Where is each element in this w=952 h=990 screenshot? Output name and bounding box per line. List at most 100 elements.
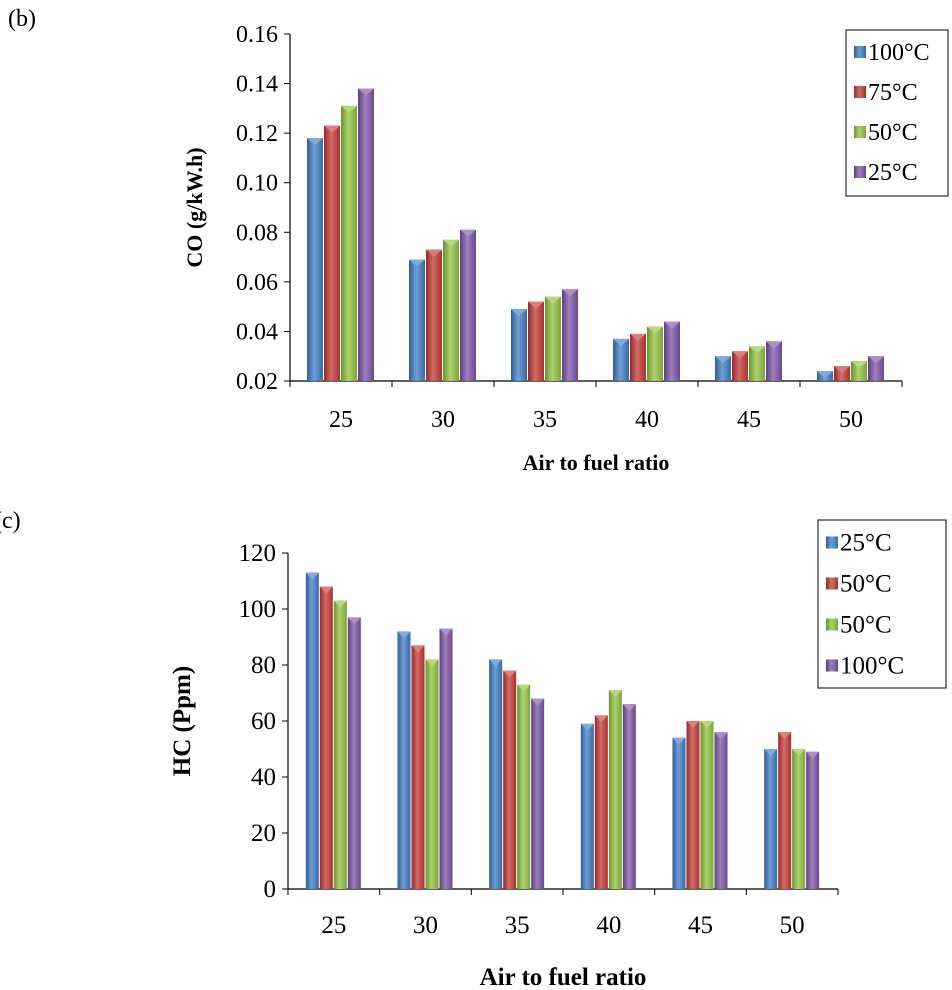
bar-cap [806, 751, 820, 759]
bar-cap [411, 645, 425, 653]
bar [764, 749, 778, 889]
y-tick-label: 0.08 [236, 220, 278, 246]
legend-swatch [854, 166, 866, 178]
bar [749, 346, 765, 381]
bar [778, 732, 792, 889]
legend-swatch [826, 618, 838, 631]
y-tick-label: 40 [251, 764, 276, 791]
x-tick-label: 45 [737, 407, 761, 433]
bar-cap [714, 732, 728, 740]
bar-cap [511, 309, 527, 317]
bar-cap [622, 704, 636, 712]
bar-cap [766, 341, 782, 349]
bar [411, 645, 425, 889]
x-tick-label: 40 [596, 912, 621, 939]
bar [622, 704, 636, 889]
bar-cap [778, 732, 792, 740]
bar-cap [715, 356, 731, 364]
bar [664, 321, 680, 381]
bar [443, 239, 459, 381]
x-axis-label: Air to fuel ratio [523, 450, 670, 475]
y-tick-label: 0.10 [236, 171, 278, 197]
bar-cap [409, 259, 425, 267]
bar-cap [868, 356, 884, 364]
bar-cap [700, 721, 714, 728]
bar [460, 229, 476, 381]
y-tick-label: 20 [251, 820, 276, 847]
bar [732, 351, 748, 381]
bar [347, 617, 361, 889]
bar [608, 690, 622, 889]
x-tick-label: 35 [533, 407, 557, 433]
y-tick-label: 0.12 [236, 121, 278, 147]
bar [307, 138, 323, 381]
bar-cap [347, 617, 361, 625]
bar [868, 356, 884, 381]
bar [562, 289, 578, 381]
bar [714, 732, 728, 889]
x-tick-label: 25 [329, 407, 353, 433]
legend-entry: 50°C [868, 120, 918, 146]
bar [425, 659, 439, 889]
bar [766, 341, 782, 381]
y-tick-label: 0.14 [236, 72, 278, 98]
bar-cap [460, 229, 476, 237]
bar-cap [531, 698, 545, 706]
bar [511, 309, 527, 381]
panel-label-b: (b) [8, 6, 36, 32]
legend-swatch [854, 126, 866, 138]
bar-cap [425, 659, 439, 667]
bar-cap [443, 239, 459, 247]
x-tick-label: 30 [431, 407, 455, 433]
y-tick-label: 120 [239, 540, 277, 567]
bar [305, 572, 319, 889]
bar [613, 338, 629, 381]
bar [324, 125, 340, 381]
bar [700, 721, 714, 889]
bar-cap [528, 301, 544, 309]
bar [594, 715, 608, 889]
y-axis-label: CO (g/kW.h) [182, 147, 207, 267]
y-tick-label: 0.16 [236, 22, 278, 48]
bar-cap [580, 723, 594, 731]
legend-swatch [826, 659, 838, 672]
y-tick-label: 80 [251, 652, 276, 679]
bar-cap [426, 249, 442, 257]
legend-swatch [854, 46, 866, 58]
bar-cap [358, 88, 374, 96]
bar-cap [817, 371, 833, 379]
bar [503, 670, 517, 889]
bar [319, 586, 333, 889]
bar-cap [749, 346, 765, 354]
x-tick-label: 45 [688, 912, 713, 939]
bar [672, 737, 686, 889]
bar [333, 600, 347, 889]
legend-entry: 75°C [868, 80, 918, 106]
bar-cap [647, 326, 663, 334]
x-tick-label: 30 [413, 912, 438, 939]
bar-cap [764, 749, 778, 756]
y-tick-label: 0 [264, 876, 277, 903]
bar [439, 628, 453, 889]
bar [397, 631, 411, 889]
bar [580, 723, 594, 889]
bar-cap [324, 125, 340, 133]
bar-cap [608, 690, 622, 698]
y-tick-label: 100 [239, 596, 277, 623]
bar-cap [630, 333, 646, 341]
legend-entry: 100°C [868, 40, 930, 66]
bar-cap [664, 321, 680, 329]
bar-cap [307, 138, 323, 146]
bar-cap [686, 721, 700, 728]
bar [358, 88, 374, 382]
co-bar-chart: 0.02 0.04 0.06 0.08 0.10 0.12 0.14 0.16 25 30 35 40… [182, 22, 949, 475]
bar-cap [305, 572, 319, 580]
x-tick-label: 40 [635, 407, 659, 433]
bar-cap [545, 296, 561, 304]
y-axis-label: HC (Ppm) [169, 666, 196, 776]
legend-entry: 50°C [840, 612, 892, 639]
bar [528, 301, 544, 381]
bar [806, 751, 820, 889]
hc-bar-chart: 0 20 40 60 80 100 120 25 30 35 40 45 50 Air to fuel r… [169, 519, 947, 990]
y-tick-label: 60 [251, 708, 276, 735]
